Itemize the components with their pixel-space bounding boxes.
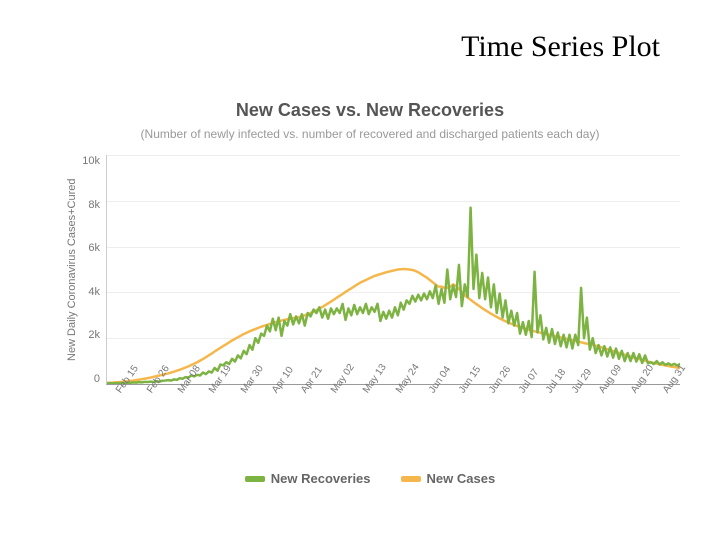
y-tick-label: 0 [94,373,100,385]
legend-swatch [401,476,421,482]
legend-label: New Recoveries [271,471,371,486]
legend-item-new_recoveries: New Recoveries [245,471,371,486]
plot-area [106,155,680,385]
chart-lines-svg [107,155,680,384]
chart-title: New Cases vs. New Recoveries [60,100,680,121]
y-axis-ticks: 10k 8k 6k 4k 2k 0 [78,155,106,385]
legend-swatch [245,476,265,482]
y-tick-label: 4k [88,286,100,298]
y-tick-label: 2k [88,329,100,341]
x-axis-ticks: Feb 15Feb 26Mar 08Mar 19Mar 30Apr 10Apr … [110,389,680,431]
plot-row: New Daily Coronavirus Cases+Cured 10k 8k 6… [60,155,680,385]
slide-title: Time Series Plot [461,30,660,64]
chart-container: New Cases vs. New Recoveries (Number of … [60,100,680,486]
line-new-recoveries [107,208,680,384]
legend-label: New Cases [427,471,496,486]
y-tick-label: 6k [88,242,100,254]
chart-legend: New Recoveries New Cases [60,471,680,486]
chart-subtitle: (Number of newly infected vs. number of … [60,127,680,141]
legend-item-new_cases: New Cases [401,471,496,486]
y-axis-label: New Daily Coronavirus Cases+Cured [60,155,78,385]
y-tick-label: 8k [88,199,100,211]
y-tick-label: 10k [82,155,100,167]
